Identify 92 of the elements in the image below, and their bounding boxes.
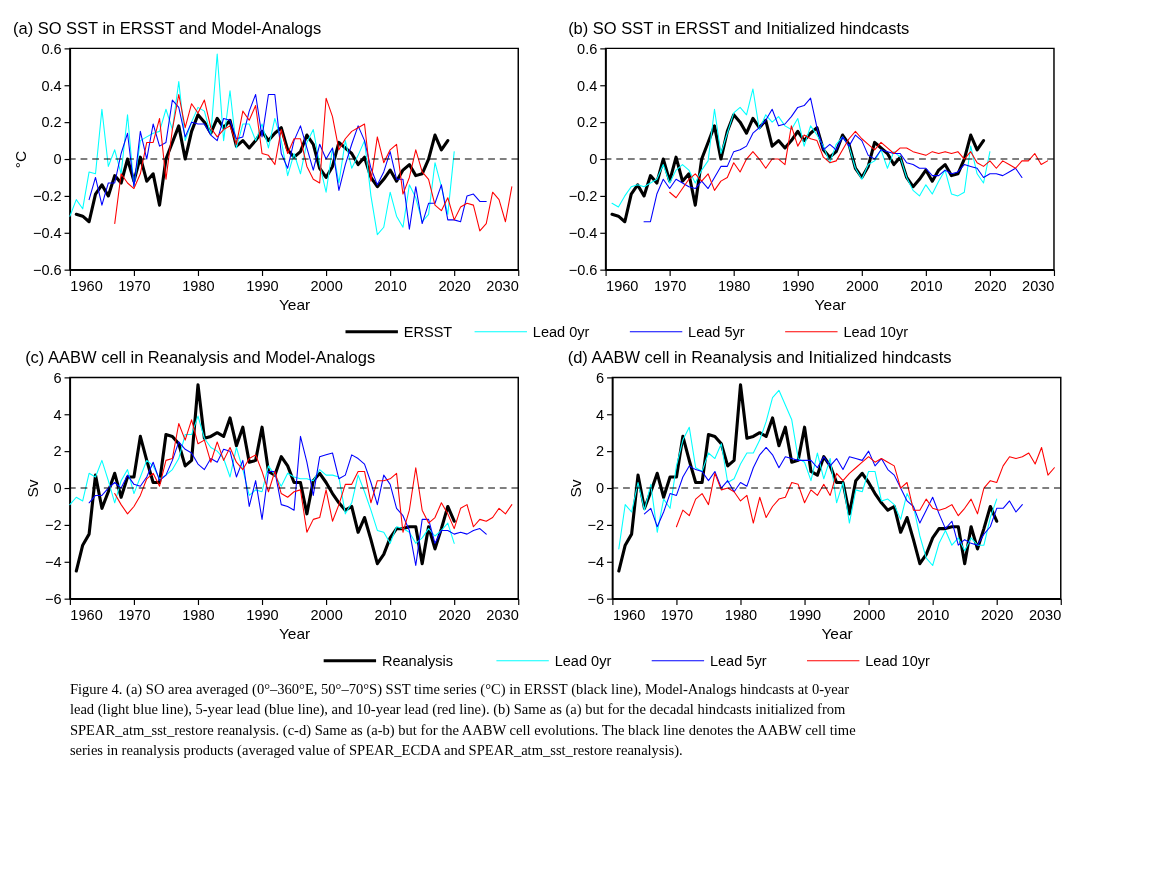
legend-label: Lead 0yr — [532, 323, 590, 340]
x-tick-label: 1980 — [724, 606, 758, 623]
y-tick-label: 6 — [596, 369, 605, 386]
x-tick-label: 1990 — [246, 606, 279, 623]
line-series — [643, 446, 1023, 546]
chart-title: (d) AABW cell in Reanalysis and Initialized hindcasts — [567, 347, 952, 366]
y-tick-label: 4 — [53, 406, 62, 423]
y-tick-label: 0.6 — [41, 40, 62, 57]
x-tick-label: 2000 — [846, 277, 879, 294]
y-tick-label: −2 — [587, 517, 605, 534]
y-tick-label: −0.4 — [32, 225, 62, 242]
x-tick-label: 2000 — [310, 277, 343, 294]
text: lead (light blue line), 5-year lead (blue line), and 10-year lead (red line). (b) Same as (a) but for the decadal hindcasts initialized from — [69, 701, 847, 719]
y-tick-label: 2 — [596, 443, 605, 460]
y-tick-label: 0 — [53, 480, 62, 497]
y-tick-label: −2 — [45, 517, 62, 534]
y-tick-label: 0 — [589, 151, 598, 168]
line-series — [669, 125, 1049, 199]
y-tick-label: 0.6 — [577, 40, 598, 57]
x-tick-label: 1960 — [70, 606, 103, 623]
x-tick-label: 2030 — [486, 277, 519, 294]
y-tick-label: −4 — [587, 554, 605, 571]
line-series — [611, 88, 991, 208]
y-axis-title: °C — [12, 150, 30, 169]
y-axis-title: Sv — [24, 479, 42, 498]
line-series — [69, 415, 455, 544]
x-tick-label: 2000 — [310, 606, 343, 623]
y-tick-label: 6 — [53, 369, 62, 386]
x-tick-label: 1990 — [246, 277, 279, 294]
x-tick-label: 2020 — [974, 277, 1007, 294]
legend-label: Lead 10yr — [865, 652, 931, 669]
x-axis-title: Year — [821, 624, 853, 642]
y-tick-label: 0 — [596, 480, 605, 497]
y-tick-label: −0.4 — [568, 225, 598, 242]
y-tick-label: −0.2 — [32, 188, 62, 205]
x-tick-label: 1960 — [70, 277, 103, 294]
x-tick-label: 1980 — [182, 277, 215, 294]
line-series — [114, 419, 513, 533]
x-axis-title: Year — [278, 624, 311, 642]
x-tick-label: 1960 — [612, 606, 646, 623]
x-tick-label: 2020 — [438, 606, 471, 623]
x-tick-label: 1970 — [653, 277, 687, 294]
x-tick-label: 1960 — [606, 277, 639, 294]
y-tick-label: 0.2 — [41, 114, 62, 131]
y-tick-label: 0 — [53, 151, 62, 168]
legend-label: Reanalysis — [381, 652, 454, 669]
x-tick-label: 2010 — [374, 606, 407, 623]
x-tick-label: 2030 — [1022, 277, 1055, 294]
chart-title: (c) AABW cell in Reanalysis and Model-Analogs — [25, 347, 376, 366]
legend-label: Lead 0yr — [554, 652, 612, 669]
x-tick-label: 2030 — [1028, 606, 1062, 623]
x-axis-title: Year — [278, 295, 311, 313]
y-tick-label: −6 — [45, 591, 62, 608]
x-tick-label: 1990 — [788, 606, 822, 623]
x-tick-label: 2020 — [981, 606, 1014, 623]
x-tick-label: 1970 — [118, 277, 151, 294]
legend-label: Lead 5yr — [688, 323, 745, 340]
legend-label: Lead 5yr — [709, 652, 767, 669]
line-series — [88, 435, 487, 567]
caption: Figure 4. (a) SO area averaged (0°–360°E, 50°–70°S) SST time series (°C) in ERSST (black line), Model-Analogs hindcasts at 0-year — [69, 680, 850, 698]
y-tick-label: −0.2 — [568, 188, 598, 205]
y-axis-title: Sv — [566, 479, 584, 498]
x-tick-label: 2030 — [486, 606, 519, 623]
y-tick-label: −0.6 — [32, 262, 62, 279]
text: SPEAR_atm_sst_restore reanalysis. (c-d) Same as (a-b) but for the AABW cell evolutions. The black line denotes the AABW cell time — [69, 721, 856, 739]
x-tick-label: 1980 — [718, 277, 751, 294]
x-tick-label: 1980 — [182, 606, 215, 623]
x-tick-label: 1990 — [782, 277, 815, 294]
y-tick-label: 2 — [53, 443, 62, 460]
y-tick-label: 0.2 — [577, 114, 598, 131]
line-series — [69, 53, 455, 236]
x-tick-label: 2010 — [910, 277, 943, 294]
legend-label: ERSST — [403, 323, 453, 340]
chart-title: (a) SO SST in ERSST and Model-Analogs — [12, 18, 322, 37]
x-tick-label: 2010 — [916, 606, 950, 623]
x-axis-title: Year — [814, 295, 846, 313]
y-tick-label: 0.4 — [577, 77, 598, 94]
x-tick-label: 1970 — [660, 606, 694, 623]
legend-label: Lead 10yr — [843, 323, 909, 340]
y-tick-label: −4 — [45, 554, 62, 571]
text: series in reanalysis products (averaged value of SPEAR_ECDA and SPEAR_atm_sst_restore reanalysis). — [69, 741, 683, 759]
line-series — [643, 97, 1023, 223]
chart-title: (b) SO SST in ERSST and Initialized hindcasts — [568, 18, 910, 37]
x-tick-label: 2000 — [852, 606, 886, 623]
y-tick-label: −6 — [587, 591, 605, 608]
y-tick-label: 0.4 — [41, 77, 62, 94]
line-series — [675, 446, 1055, 528]
x-tick-label: 2020 — [438, 277, 471, 294]
x-tick-label: 1970 — [118, 606, 151, 623]
y-tick-label: 4 — [596, 406, 605, 423]
y-tick-label: −0.6 — [568, 262, 598, 279]
x-tick-label: 2010 — [374, 277, 407, 294]
